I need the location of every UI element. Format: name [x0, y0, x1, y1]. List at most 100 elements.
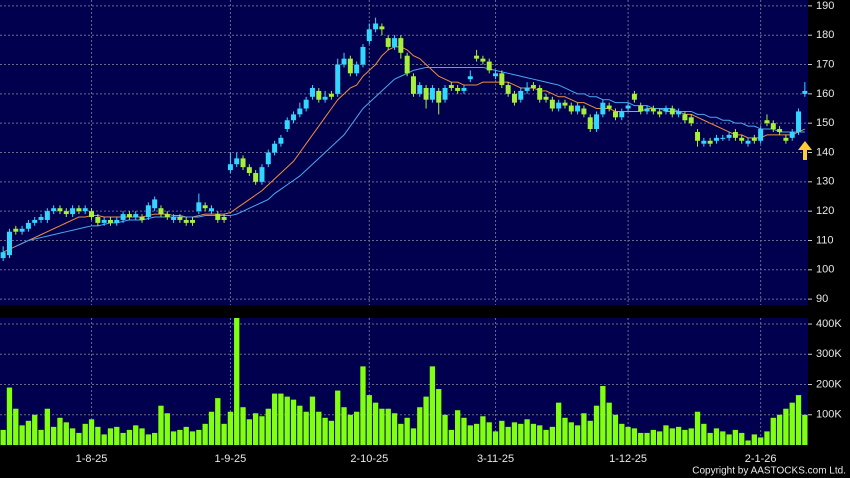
volume-bar — [164, 413, 170, 445]
candle-body — [44, 211, 50, 220]
volume-bar — [732, 429, 739, 445]
plot-layer: 1-8-25 1-9-25 2-10-25 3-11-25 1-12-25 2-1-26 9… — [0, 0, 842, 465]
volume-bar — [593, 405, 600, 445]
volume-bar — [19, 425, 25, 445]
volume-bar — [170, 431, 177, 445]
candle-body — [644, 108, 650, 112]
volume-bar — [82, 423, 88, 445]
y-tick-label: 130 — [816, 176, 834, 188]
candle-body — [530, 85, 536, 88]
volume-bar — [69, 428, 76, 445]
candle-body — [272, 143, 278, 153]
candle-body — [284, 120, 290, 130]
y-tick-label: 160 — [816, 88, 834, 100]
volume-bar — [366, 395, 372, 445]
candle-body — [398, 38, 404, 53]
volume-bar — [404, 417, 410, 445]
volume-bar — [568, 422, 574, 445]
candle-body — [126, 214, 132, 218]
volume-bar — [347, 414, 353, 445]
candle-body — [70, 208, 76, 215]
volume-bar — [625, 426, 631, 445]
candle-body — [265, 152, 271, 165]
candle-body — [701, 140, 707, 144]
volume-bar — [638, 432, 644, 445]
candle-body — [745, 140, 751, 144]
candle-body — [562, 102, 568, 106]
candle-body — [770, 123, 776, 130]
volume-bar — [290, 399, 297, 445]
volume-bar — [448, 429, 454, 445]
x-tick-label: 2-10-25 — [350, 453, 388, 465]
candle-body — [796, 111, 802, 132]
volume-bar — [278, 393, 284, 445]
candle-body — [303, 99, 309, 109]
candle-body — [695, 131, 701, 141]
candle-body — [32, 219, 38, 223]
volume-bar — [467, 425, 473, 445]
volume-panel — [0, 318, 808, 445]
candle-body — [511, 93, 517, 103]
candle-body — [379, 26, 385, 30]
candle-body — [215, 214, 221, 220]
volume-bar — [688, 428, 694, 445]
volume-bar — [271, 393, 278, 445]
y-tick-label: 110 — [816, 234, 834, 246]
candle-body — [259, 167, 265, 182]
volume-bar — [335, 390, 341, 445]
candle-body — [0, 252, 6, 259]
volume-bar — [246, 419, 252, 445]
candle-body — [171, 217, 177, 220]
candle-body — [158, 208, 164, 215]
volume-bar — [657, 431, 663, 445]
candle-body — [594, 114, 600, 130]
candle-body — [202, 205, 208, 209]
volume-bar — [417, 407, 423, 445]
candle-body — [758, 129, 764, 141]
candle-body — [133, 214, 139, 218]
candle-body — [720, 137, 726, 139]
candle-body — [436, 90, 442, 103]
candle-body — [581, 108, 587, 115]
candle-body — [505, 85, 511, 94]
y-tick-label: 140 — [816, 146, 834, 158]
volume-bar — [177, 429, 183, 445]
candle-body — [152, 199, 158, 209]
candle-body — [429, 87, 435, 100]
candle-body — [404, 55, 410, 74]
candle-body — [638, 105, 644, 112]
candle-body — [442, 87, 448, 100]
volume-bar — [524, 419, 530, 445]
volume-bar — [549, 426, 555, 445]
volume-bar — [328, 420, 335, 445]
volume-bar — [795, 395, 802, 445]
volume-bar — [145, 434, 151, 445]
volume-bar — [44, 408, 50, 445]
candle-body — [549, 99, 555, 109]
candle-body — [625, 105, 631, 109]
volume-bar — [442, 414, 448, 445]
volume-bar — [562, 417, 568, 445]
volume-bar — [619, 423, 625, 445]
x-tick-label: 2-1-26 — [745, 453, 777, 465]
volume-bar — [745, 440, 751, 445]
volume-bar — [764, 431, 770, 445]
volume-bar — [530, 423, 537, 445]
candle-body — [101, 219, 107, 223]
volume-bar — [574, 425, 581, 445]
volume-bar — [95, 426, 101, 445]
volume-bar — [107, 428, 114, 445]
volume-bar — [612, 414, 619, 445]
candle-body — [190, 219, 196, 223]
volume-bar — [802, 414, 808, 445]
candle-body — [777, 129, 783, 132]
volume-bar — [57, 417, 63, 445]
candle-body — [417, 85, 423, 94]
volume-bar — [473, 423, 480, 445]
volume-bar — [429, 366, 436, 445]
candle-body — [360, 46, 366, 65]
volume-bar — [543, 429, 549, 445]
candle-body — [789, 131, 795, 138]
x-tick-label: 3-11-25 — [477, 453, 514, 465]
candle-body — [392, 38, 398, 47]
